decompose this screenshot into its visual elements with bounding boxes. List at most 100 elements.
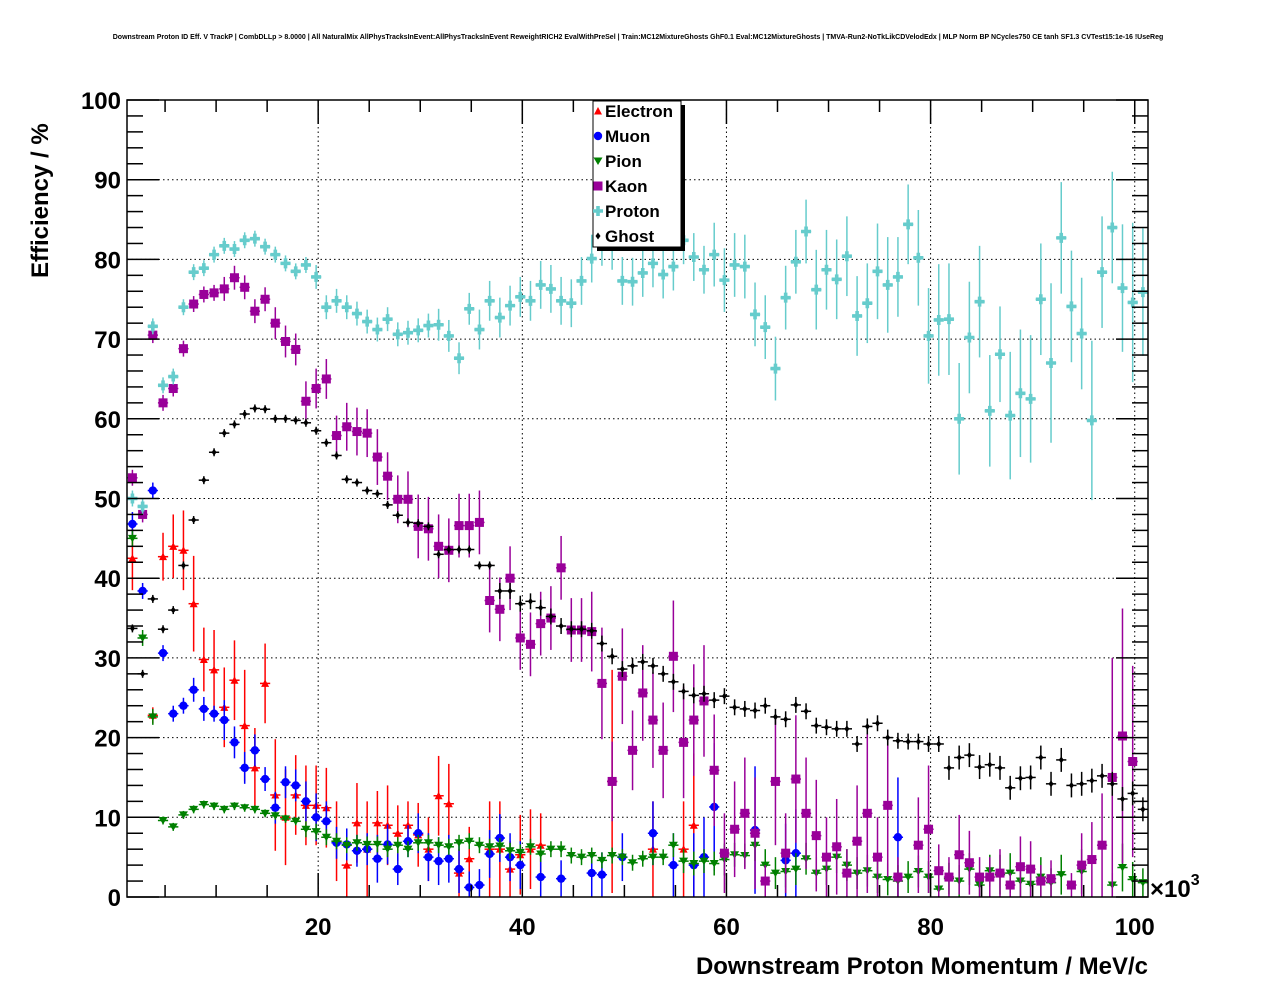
data-point [1045,283,1057,443]
data-point [351,478,363,487]
data-point [688,851,699,876]
data-point [1137,868,1148,897]
marker-diamond [303,419,309,427]
data-point [229,640,240,721]
data-point [198,286,209,303]
marker-cross [637,267,648,278]
data-point [770,336,781,401]
data-point [392,837,403,854]
marker-diamond [977,763,983,771]
marker-triangle-down [199,801,209,809]
marker-circle [414,829,423,838]
data-point [341,295,352,320]
marker-cross [566,298,577,309]
marker-diamond [221,429,227,437]
marker-triangle-down [321,833,331,842]
marker-diamond [772,713,778,721]
marker-diamond [405,518,411,526]
marker-cross [464,303,475,314]
data-point [270,307,281,340]
data-point [1086,768,1097,793]
legend-marker-circle [593,131,603,141]
data-point [933,736,944,752]
y-axis-title: Efficiency / % [27,123,54,278]
data-point [596,852,608,869]
data-point [739,757,750,870]
marker-circle [373,854,382,863]
marker-diamond [548,612,554,620]
data-point [831,720,842,737]
data-point [157,625,169,634]
marker-triangle-down [525,843,535,851]
marker-cross [943,314,954,325]
data-point [504,285,516,326]
data-point [290,769,301,802]
data-point [658,665,669,682]
data-point [382,307,393,332]
marker-diamond [813,722,819,730]
marker-triangle-up [352,818,361,827]
marker-diamond [323,439,329,447]
data-point [525,593,536,610]
marker-square [485,596,495,606]
marker-diamond [762,702,768,710]
series-layer [127,171,1148,897]
marker-cross [933,314,944,325]
marker-diamond [936,740,942,748]
marker-square [281,336,291,346]
marker-diamond [966,751,972,759]
marker-diamond [517,600,523,608]
marker-cross [454,353,465,364]
marker-diamond [293,416,299,424]
marker-cross [290,266,301,277]
data-point [1117,787,1128,811]
marker-triangle-down [138,634,148,642]
marker-cross [831,274,842,285]
data-point [147,708,158,725]
marker-cross [413,325,424,336]
data-point [770,717,781,846]
marker-cross [994,349,1005,360]
marker-diamond [1079,780,1085,788]
marker-square [964,858,974,868]
marker-circle [209,709,219,718]
data-point [994,849,1006,897]
y-tick-label: 80 [94,247,121,274]
data-point [229,265,240,290]
marker-cross [209,249,220,260]
marker-diamond [476,561,482,569]
marker-diamond [160,625,166,633]
data-point [168,606,179,615]
data-point [1025,335,1036,463]
data-point [331,288,342,313]
data-point [198,627,209,692]
data-point [851,736,863,752]
data-point [208,246,220,263]
data-point [1025,841,1036,897]
marker-cross [852,310,863,321]
y-tick-label: 60 [94,407,121,434]
marker-square [1036,876,1046,886]
marker-diamond [466,546,472,554]
data-point [198,260,209,277]
marker-diamond [1058,756,1064,764]
marker-cross [658,269,669,280]
data-point [790,715,801,843]
marker-cross [811,284,822,295]
data-point [402,518,414,527]
marker-triangle-down [454,839,464,847]
marker-diamond [681,687,687,695]
marker-circle [230,738,239,747]
marker-circle [893,833,903,842]
data-point [780,813,791,894]
marker-square [740,808,750,818]
data-point [351,407,363,456]
marker-cross [617,275,628,286]
marker-square [913,840,923,850]
marker-diamond [456,546,462,554]
marker-diamond [599,640,605,648]
legend-label: Ghost [605,227,654,246]
marker-cross [1025,393,1036,404]
data-point [525,838,536,855]
marker-diamond [507,587,513,595]
